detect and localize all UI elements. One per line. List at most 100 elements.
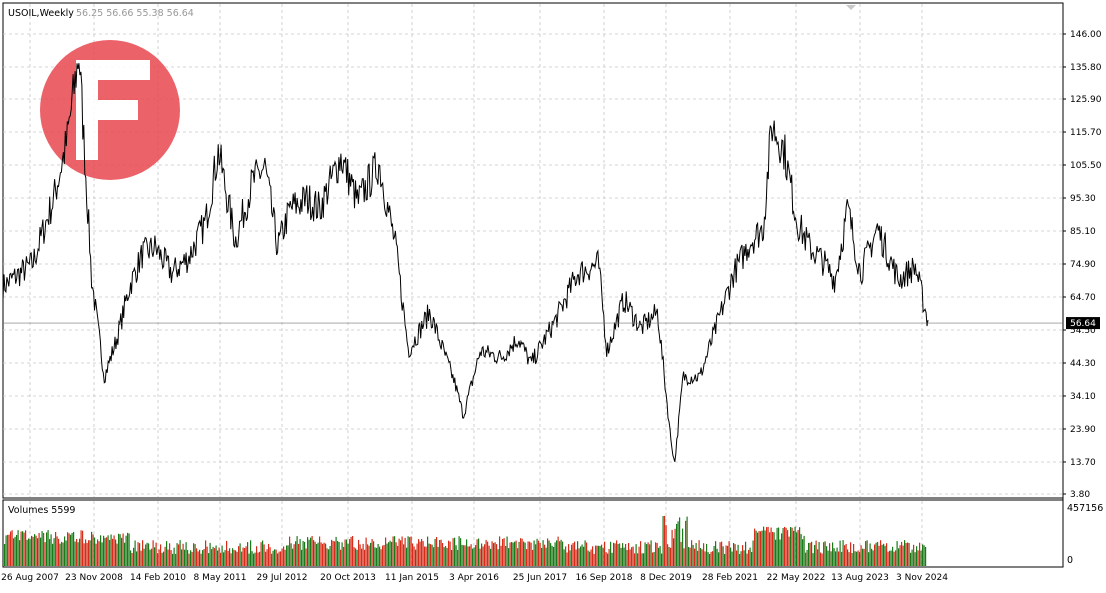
volume-bar (800, 534, 802, 566)
volume-bar (634, 553, 636, 566)
y-tick-label: 146.00 (1070, 30, 1102, 40)
volume-bar (173, 547, 175, 566)
volume-bar (724, 553, 726, 566)
volume-bar (305, 548, 307, 566)
volume-bar (592, 546, 594, 566)
volume-bar (847, 549, 849, 566)
volume-bar (400, 540, 402, 566)
volume-bar (718, 552, 720, 566)
volume-bar (331, 539, 333, 566)
volume-bar (785, 527, 787, 566)
volume-bar (638, 546, 640, 566)
volume-bar (595, 545, 597, 566)
volume-bar (601, 544, 603, 566)
volume-bar (65, 540, 67, 566)
volume-bar (281, 548, 283, 566)
y-tick-label: 105.50 (1070, 161, 1102, 171)
volume-bar (767, 526, 769, 566)
volume-bar (581, 544, 583, 566)
volume-bar (605, 552, 607, 566)
volume-bar (619, 543, 621, 566)
volume-bar (323, 542, 325, 566)
volume-bar (142, 540, 144, 566)
scroll-marker-icon[interactable] (846, 5, 856, 10)
volume-bar (649, 544, 651, 566)
volume-bar (778, 527, 780, 566)
volume-bar (163, 551, 165, 566)
volume-bar (658, 547, 660, 566)
volume-bar (109, 539, 111, 566)
volume-bar (838, 551, 840, 566)
volume-bar (565, 546, 567, 566)
volume-bar (844, 545, 846, 566)
x-tick-label: 13 Aug 2023 (831, 573, 889, 583)
volume-bar (446, 548, 448, 566)
volume-bar (884, 545, 886, 566)
volume-bar (578, 548, 580, 566)
volume-bar (418, 539, 420, 566)
volume-bar (121, 537, 123, 566)
volume-bar (340, 549, 342, 566)
volume-bar (232, 548, 234, 566)
volume-bar (190, 550, 192, 566)
volume-bar (364, 549, 366, 566)
volume-bar (431, 544, 433, 566)
volume-bar (812, 553, 814, 566)
volume-bar (58, 538, 60, 566)
volume-bar (662, 516, 664, 566)
volume-bar (659, 546, 661, 566)
volume-bar (268, 543, 270, 566)
volume-bar (175, 553, 177, 566)
volume-bar (151, 548, 153, 566)
volume-bar (775, 539, 777, 566)
volume-bar (539, 542, 541, 566)
volume-bar (218, 547, 220, 566)
volume-axis-top: 457156 (1067, 503, 1103, 514)
volume-bar (799, 527, 801, 566)
volume-bar (119, 534, 121, 566)
volume-bar (316, 544, 318, 566)
volume-bar (224, 550, 226, 566)
volume-bar (203, 549, 205, 566)
volume-bar (535, 544, 537, 566)
volume-bar (191, 551, 193, 566)
volume-bar (458, 536, 460, 566)
volume-bar (50, 534, 52, 566)
volume-bar (871, 548, 873, 566)
volume-bar (869, 543, 871, 566)
volume-bar (461, 544, 463, 566)
volume-bar (493, 543, 495, 566)
volume-bar (473, 547, 475, 566)
volume-bar (350, 536, 352, 566)
volume-bar (665, 525, 667, 566)
volume-bar (907, 542, 909, 566)
price-line-path (2, 63, 929, 462)
volume-bar (112, 538, 114, 566)
volume-bar (169, 543, 171, 566)
volume-bar (409, 537, 411, 566)
volume-bar (415, 549, 417, 566)
volume-bar (817, 549, 819, 566)
volume-bar (545, 547, 547, 566)
volume-bar (26, 539, 28, 566)
volume-bar (460, 538, 462, 566)
volume-bar (674, 528, 676, 566)
volume-bar (389, 540, 391, 566)
volume-bar (127, 532, 129, 566)
volume-bar (392, 536, 394, 566)
volume-bar (845, 544, 847, 566)
volume-bar (881, 544, 883, 566)
volume-bar (523, 541, 525, 566)
volume-bar (883, 543, 885, 566)
volume-bar (551, 545, 553, 566)
volume-bar (91, 531, 93, 566)
volume-bar (824, 541, 826, 566)
volume-bar (784, 526, 786, 566)
y-tick-label: 135.80 (1070, 63, 1102, 73)
volume-bar (256, 546, 258, 566)
volume-bar (107, 535, 109, 566)
volume-bar (749, 547, 751, 566)
volume-bar (487, 541, 489, 566)
